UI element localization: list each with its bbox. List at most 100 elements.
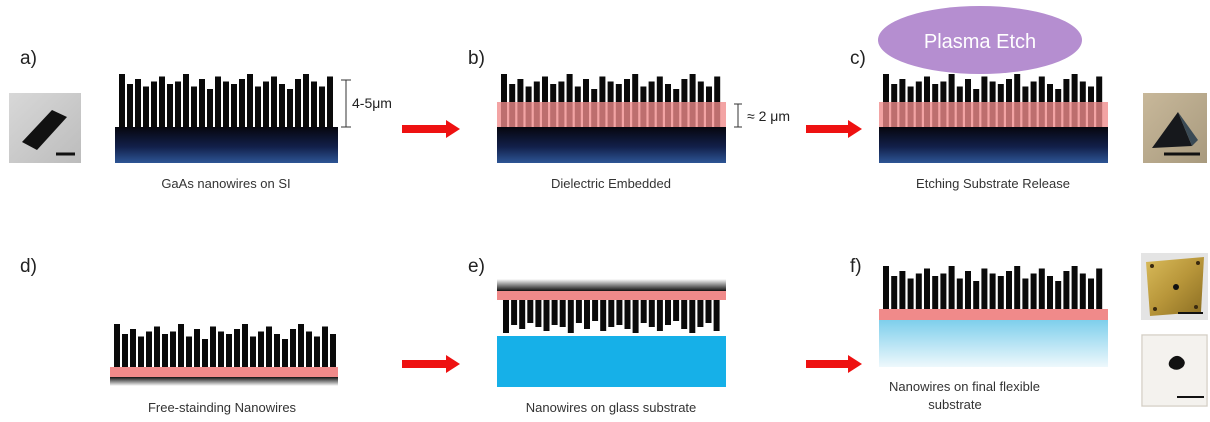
nanowire [665, 300, 671, 325]
nanowire [223, 81, 229, 127]
nanowire [599, 76, 606, 127]
nanowire [1047, 276, 1053, 309]
nanowire [989, 273, 996, 309]
gold-substrate-photo-icon [1141, 253, 1208, 320]
nanowire [162, 334, 168, 367]
silicon-substrate-a [115, 127, 338, 163]
nanowire [191, 86, 197, 127]
nanowire [973, 281, 980, 309]
nanowire [194, 329, 200, 367]
nanowire [713, 300, 720, 331]
nanowire [632, 300, 639, 333]
nanowire [689, 300, 696, 333]
nanowire [114, 324, 120, 367]
silicon-substrate-c [879, 127, 1108, 163]
nanowire [899, 271, 906, 309]
flexible-substrate-photo-icon [1141, 334, 1208, 407]
dielectric-layer-d [110, 367, 338, 377]
nanowire [207, 89, 213, 127]
released-film-photo-icon [1143, 93, 1207, 163]
nanowire [714, 76, 721, 127]
nanowire [226, 334, 232, 367]
nanowire [948, 266, 955, 309]
arrow-a-to-b [402, 120, 460, 138]
nanowire [127, 84, 133, 127]
nanowire [282, 339, 288, 367]
backing-film-e [497, 279, 726, 291]
nanowire [924, 76, 930, 127]
nanowire [907, 278, 914, 309]
nanowire [231, 84, 237, 127]
nanowire [298, 324, 304, 367]
panel-b-letter: b) [468, 48, 485, 69]
nanowire [1038, 268, 1045, 309]
nanowire [503, 300, 509, 333]
nanowire [519, 300, 526, 329]
nanowire [551, 300, 558, 325]
arrow-b-to-c [806, 120, 862, 138]
nanowire [143, 86, 149, 127]
caption-f-line2: substrate [928, 397, 981, 412]
nanowire [697, 300, 704, 327]
substrate-chip-photo-icon [9, 93, 81, 163]
nanowire [1030, 273, 1037, 309]
nanowire [319, 86, 325, 127]
nanowire [656, 300, 663, 331]
nanowire [258, 331, 264, 367]
nanowire [199, 79, 205, 127]
nanowire [146, 331, 152, 367]
glass-substrate-e [497, 336, 726, 387]
nanowire [940, 273, 947, 309]
nanowire [1096, 76, 1103, 127]
nanowire [311, 81, 317, 127]
nanowire [322, 326, 328, 367]
nanowire [559, 300, 566, 327]
flexible-substrate-f [879, 320, 1108, 367]
nanowire [167, 84, 173, 127]
nanowire-array-e [503, 300, 720, 333]
caption-d: Free-stainding Nanowires [148, 400, 297, 415]
nanowire [632, 74, 639, 127]
nanowire [673, 300, 680, 321]
nanowire [1014, 74, 1021, 127]
nanowire [242, 324, 248, 367]
nanowire [287, 89, 293, 127]
nanowire [1014, 266, 1021, 309]
nanowire [924, 268, 930, 309]
nanowire [250, 336, 256, 367]
panel-d-letter: d) [20, 256, 37, 277]
nanowire [883, 266, 889, 309]
nanowire [130, 329, 136, 367]
nanowire [1071, 74, 1078, 127]
nanowire [948, 74, 955, 127]
nanowire [306, 331, 312, 367]
dimension-label-a: 4-5μm [352, 95, 392, 111]
nanowire [215, 76, 221, 127]
nanowire [266, 326, 272, 367]
nanowire [122, 334, 128, 367]
nanowire [705, 300, 712, 323]
panel-e-letter: e) [468, 256, 485, 277]
backing-film-d [110, 377, 338, 386]
caption-a: GaAs nanowires on SI [161, 176, 290, 191]
nanowire [648, 300, 655, 327]
nanowire [239, 79, 245, 127]
nanowire [279, 84, 285, 127]
nanowire [511, 300, 518, 325]
nanowire [956, 278, 963, 309]
nanowire [255, 86, 261, 127]
nanowire [138, 336, 144, 367]
nanowire [584, 300, 590, 329]
nanowire [624, 300, 631, 329]
nanowire [170, 331, 176, 367]
nanowire [566, 74, 573, 127]
nanowire [330, 334, 336, 367]
nanowire [1088, 278, 1094, 309]
nanowire [656, 76, 663, 127]
caption-e: Nanowires on glass substrate [526, 400, 697, 415]
nanowire [915, 273, 922, 309]
nanowire [965, 271, 971, 309]
nanowire [183, 74, 189, 127]
dimension-label-b: ≈ 2 μm [747, 108, 790, 124]
